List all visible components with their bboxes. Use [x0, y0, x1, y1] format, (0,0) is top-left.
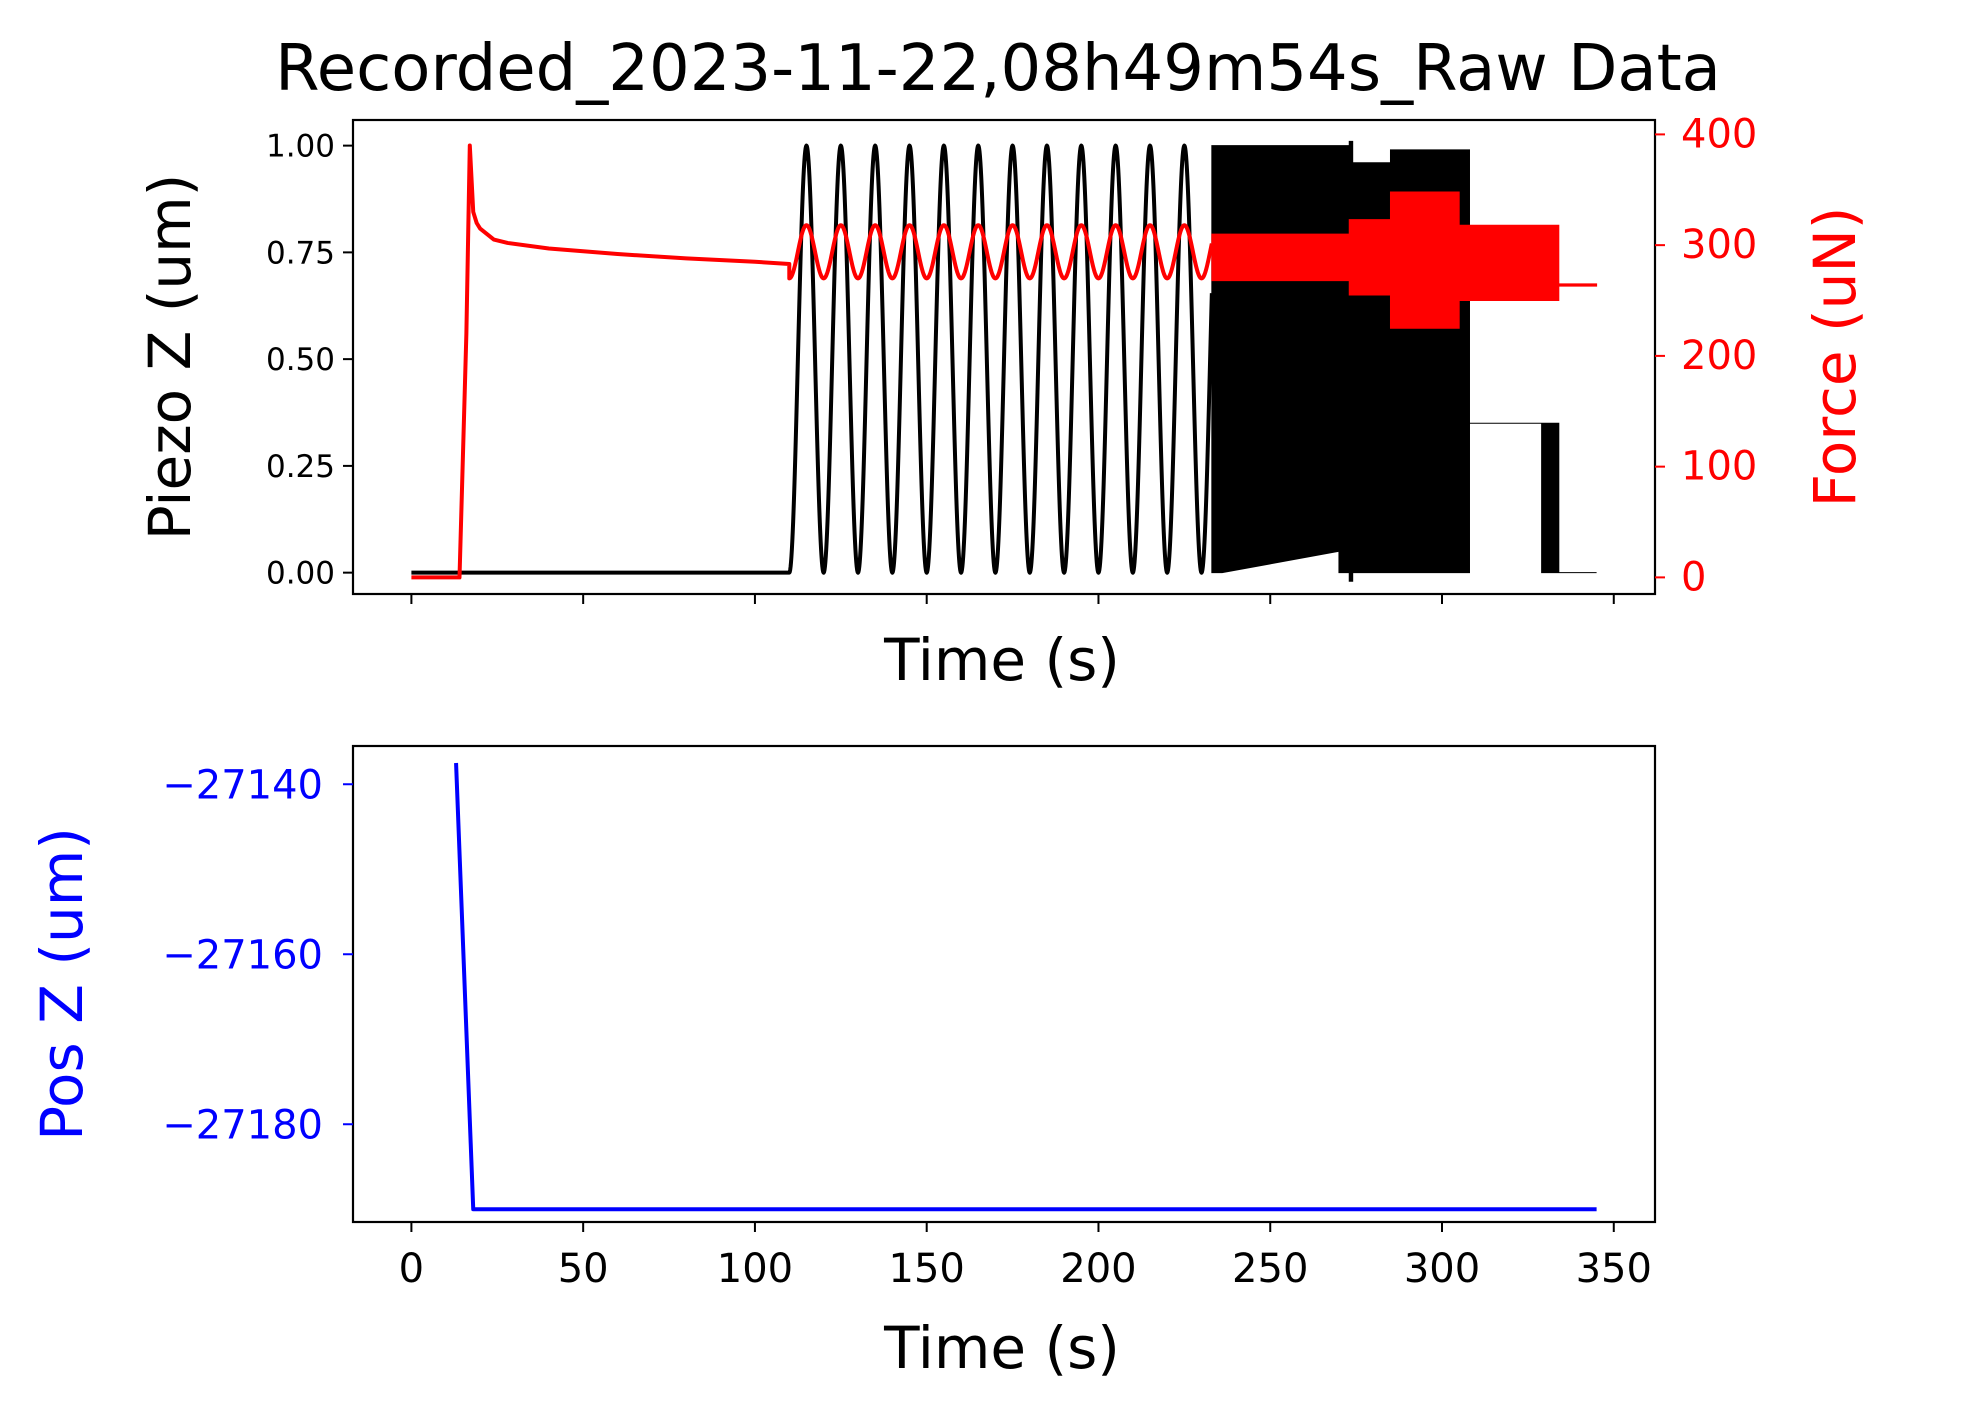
- top-y2-tick-label: 0: [1681, 554, 1706, 600]
- bottom-x-tick-label: 350: [1576, 1246, 1652, 1292]
- top-y2-ticks: 0 100 200 300 400: [1655, 111, 1757, 600]
- bottom-panel: 0 50 100 150 200 250 300 350 −27140 −27160 −27180…: [28, 744, 1657, 1382]
- force-series: [411, 143, 1214, 580]
- bottom-axes-frame: [351, 744, 1657, 1224]
- top-y-tick-label: 1.00: [266, 129, 335, 165]
- top-y2-tick-label: 300: [1681, 222, 1757, 268]
- top-y2-tick-label: 100: [1681, 444, 1757, 490]
- chart-title: Recorded_2023-11-22,08h49m54s_Raw Data: [275, 32, 1721, 106]
- bottom-x-tick-label: 200: [1060, 1246, 1136, 1292]
- top-y2-axis-label: Force (uN): [1801, 207, 1869, 508]
- bottom-x-tick-label: 100: [717, 1246, 793, 1292]
- top-y-tick-label: 0.50: [266, 342, 335, 378]
- bottom-x-tick-label: 300: [1404, 1246, 1480, 1292]
- bottom-x-tick-label: 50: [558, 1246, 609, 1292]
- force-series-dense: [1211, 191, 1598, 329]
- top-y2-tick-label: 400: [1681, 111, 1757, 157]
- top-y-axis-label: Piezo Z (um): [136, 174, 204, 541]
- bottom-x-ticks: 0 50 100 150 200 250 300 350: [399, 1222, 1652, 1292]
- pos-z-series: [454, 762, 1597, 1212]
- bottom-plot-area: [454, 762, 1597, 1212]
- top-y-ticks: 0.00 0.25 0.50 0.75 1.00: [266, 129, 353, 592]
- bottom-x-tick-label: 0: [399, 1246, 424, 1292]
- top-y-tick-label: 0.25: [266, 449, 335, 485]
- top-y-tick-label: 0.00: [266, 556, 335, 592]
- bottom-y-axis-label: Pos Z (um): [28, 827, 96, 1141]
- bottom-x-tick-label: 250: [1232, 1246, 1308, 1292]
- bottom-y-ticks: −27140 −27160 −27180: [162, 762, 353, 1148]
- top-axes-frame: [351, 118, 1657, 596]
- bottom-y-tick-label: −27160: [162, 932, 323, 978]
- top-x-axis-label: Time (s): [883, 626, 1120, 694]
- top-x-ticks: [410, 594, 1615, 604]
- bottom-x-axis-label: Time (s): [883, 1314, 1120, 1382]
- piezo-series: [411, 143, 1214, 575]
- top-panel: 0.00 0.25 0.50 0.75 1.00 0 100 200 300 400 Time …: [136, 111, 1869, 694]
- top-y2-tick-label: 200: [1681, 333, 1757, 379]
- top-plot-area: [411, 140, 1598, 582]
- bottom-y-tick-label: −27180: [162, 1102, 323, 1148]
- top-y-tick-label: 0.75: [266, 235, 335, 271]
- bottom-x-tick-label: 150: [889, 1246, 965, 1292]
- bottom-y-tick-label: −27140: [162, 762, 323, 808]
